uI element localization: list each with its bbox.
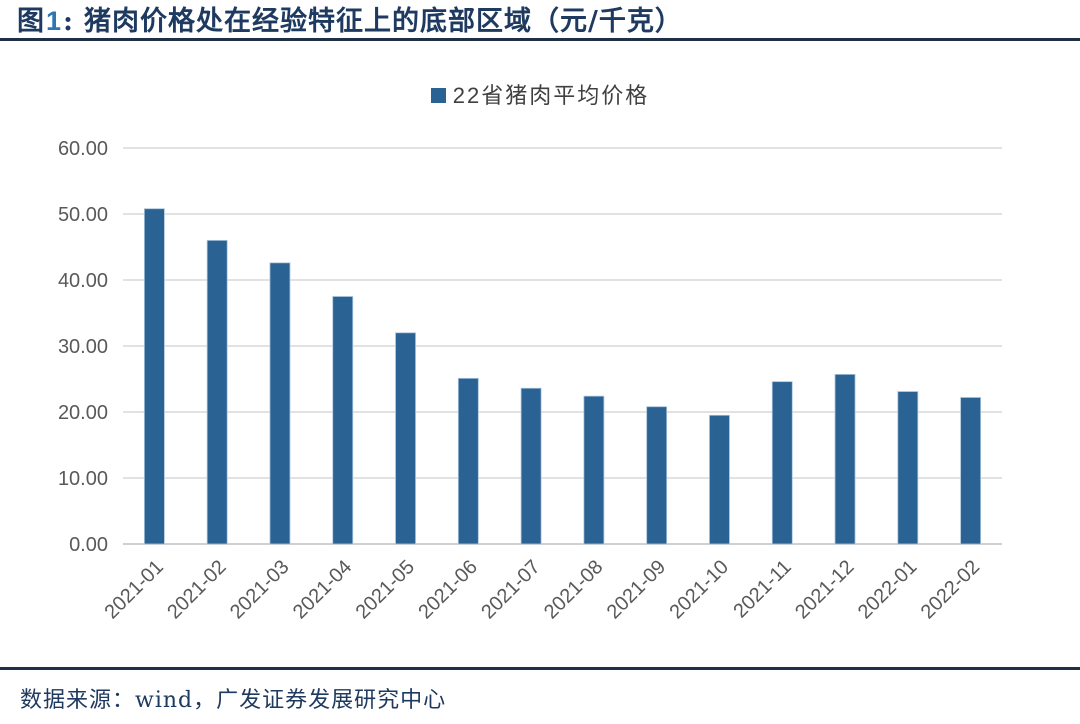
bar-2021-11 xyxy=(771,381,793,545)
x-axis-tick-label: 2022-02 xyxy=(917,556,984,623)
figure-title: 图1: 猪肉价格处在经验特征上的底部区域（元/千克） xyxy=(17,4,1063,39)
x-axis-tick-label: 2021-12 xyxy=(791,556,858,623)
bar-2021-07 xyxy=(520,387,542,545)
x-axis-tick-label: 2021-10 xyxy=(666,556,733,623)
x-axis-tick-label: 2021-01 xyxy=(100,556,167,623)
y-axis-tick-label: 50.00 xyxy=(58,204,108,226)
bar-2021-06 xyxy=(457,377,479,545)
y-axis-tick-label: 40.00 xyxy=(58,270,108,292)
bar-2021-01 xyxy=(143,208,165,545)
bar-2021-04 xyxy=(332,296,354,545)
bar-2021-12 xyxy=(834,373,856,545)
chart-legend: 22省猪肉平均价格 xyxy=(0,78,1080,110)
x-axis-tick-label: 2021-08 xyxy=(540,556,607,623)
legend-series-label: 22省猪肉平均价格 xyxy=(452,83,650,108)
y-axis-tick-label: 20.00 xyxy=(58,402,108,424)
figure-title-text: 猪肉价格处在经验特征上的底部区域（元/千克） xyxy=(84,6,683,37)
title-divider-line xyxy=(0,38,1080,41)
figure-number: 1 xyxy=(46,6,63,36)
bar-2021-03 xyxy=(269,262,291,545)
y-axis-tick-label: 60.00 xyxy=(58,138,108,160)
y-axis-tick-label: 10.00 xyxy=(58,468,108,490)
bar-2021-08 xyxy=(583,395,605,545)
x-axis-tick-label: 2021-03 xyxy=(226,556,293,623)
x-axis-tick-label: 2021-04 xyxy=(289,556,356,623)
figure-title-prefix: 图 xyxy=(17,6,45,37)
bar-2021-02 xyxy=(206,239,228,545)
x-axis-tick-label: 2022-01 xyxy=(854,556,921,623)
x-axis-tick-label: 2021-11 xyxy=(729,556,795,622)
bar-2021-09 xyxy=(646,406,668,545)
x-axis-tick-label: 2021-07 xyxy=(477,556,544,623)
bar-2022-02 xyxy=(960,397,982,545)
y-axis-tick-label: 0.00 xyxy=(69,534,108,556)
x-axis-tick-label: 2021-06 xyxy=(414,556,481,623)
x-axis-tick-label: 2021-09 xyxy=(603,556,670,623)
x-axis-tick-label: 2021-02 xyxy=(163,556,230,623)
bar-2021-10 xyxy=(709,414,730,545)
bar-2022-01 xyxy=(897,391,919,545)
y-axis-tick-label: 30.00 xyxy=(58,336,108,358)
bar-2021-05 xyxy=(395,332,416,545)
x-axis-tick-label: 2021-05 xyxy=(352,556,419,623)
data-source-note: 数据来源：wind，广发证券发展研究中心 xyxy=(20,688,447,713)
legend-swatch-icon xyxy=(430,87,446,103)
footer-divider-line xyxy=(0,667,1080,670)
figure-title-separator: : xyxy=(63,6,74,37)
